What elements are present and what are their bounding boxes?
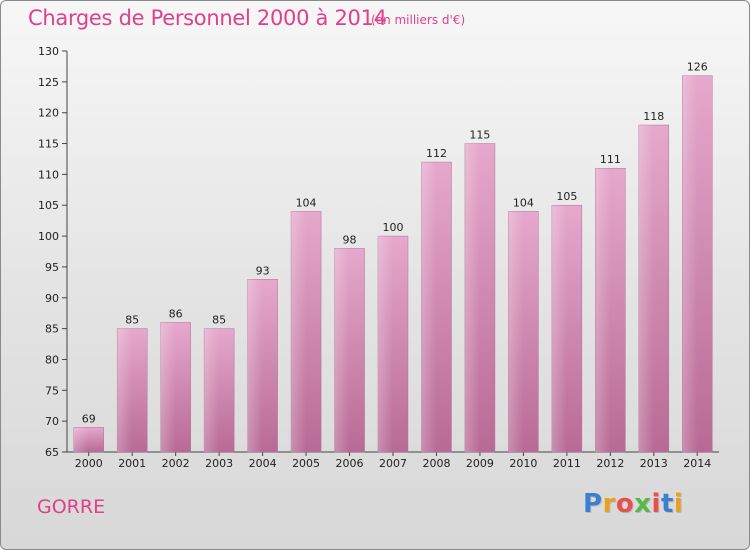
bar-highlight <box>247 279 263 452</box>
y-tick-label: 80 <box>45 353 59 366</box>
bar-highlight <box>638 125 654 453</box>
y-tick-label: 95 <box>45 261 59 274</box>
data-label: 86 <box>169 307 183 320</box>
y-tick-label: 65 <box>45 446 59 459</box>
data-label: 126 <box>687 61 708 74</box>
x-tick-label: 2013 <box>640 457 668 470</box>
x-tick-label: 2001 <box>118 457 146 470</box>
city-label: GORRE <box>37 496 106 518</box>
logo-letter: t <box>660 489 674 519</box>
logo-letter: P <box>583 489 603 519</box>
y-tick-label: 70 <box>45 415 59 428</box>
chart-title: Charges de Personnel 2000 à 2014 <box>28 6 387 30</box>
x-tick-label: 2002 <box>162 457 190 470</box>
bar-highlight <box>682 75 698 452</box>
bar-highlight <box>551 205 567 452</box>
x-tick-label: 2004 <box>249 457 277 470</box>
data-label: 112 <box>426 147 447 160</box>
bar-highlight <box>160 322 176 452</box>
data-label: 118 <box>643 110 664 123</box>
data-label: 85 <box>125 314 139 327</box>
chart-subtitle: (en milliers d'€) <box>371 13 466 27</box>
y-tick-label: 125 <box>38 76 59 89</box>
x-tick-label: 2005 <box>292 457 320 470</box>
bar-highlight <box>421 162 437 453</box>
bar-highlight <box>378 236 393 452</box>
y-axis: 65 70 75 80 85 90 95 100 105 110 115 120 125 130 <box>38 45 68 459</box>
data-label: 93 <box>256 264 270 277</box>
data-label: 98 <box>343 233 357 246</box>
data-label: 85 <box>212 314 226 327</box>
x-tick-label: 2011 <box>553 457 581 470</box>
logo-letter: r <box>602 489 616 519</box>
y-tick-label: 115 <box>38 138 59 151</box>
data-label: 105 <box>556 190 577 203</box>
x-tick-label: 2007 <box>379 457 407 470</box>
data-labels-group: 69 85 86 85 93 104 98 100 112 115 104 105 111 118 126 <box>82 61 708 426</box>
x-tick-label: 2012 <box>596 457 624 470</box>
x-tick-label: 2009 <box>466 457 494 470</box>
bar-highlight <box>73 427 89 452</box>
x-axis: 2000 2001 2002 2003 2004 2005 2006 2007 2008 2009… <box>67 451 719 470</box>
proxiti-logo[interactable]: Proxiti <box>583 489 683 519</box>
logo-letter: o <box>615 489 635 519</box>
bar-highlight <box>117 328 133 452</box>
bar-highlight <box>464 143 480 453</box>
data-label: 104 <box>513 196 534 209</box>
data-label: 104 <box>296 196 317 209</box>
y-tick-label: 100 <box>38 230 59 243</box>
bars-group <box>73 75 713 453</box>
bar-highlight <box>595 168 611 452</box>
x-tick-label: 2008 <box>422 457 450 470</box>
x-tick-label: 2006 <box>336 457 364 470</box>
y-tick-label: 90 <box>45 292 59 305</box>
logo-letter: x <box>634 489 652 519</box>
data-label: 111 <box>600 153 621 166</box>
logo-letter: i <box>651 489 661 519</box>
y-tick-label: 85 <box>45 323 59 336</box>
y-tick-label: 110 <box>38 168 59 181</box>
bar-highlight <box>204 328 220 452</box>
data-label: 115 <box>469 129 490 142</box>
x-tick-label: 2010 <box>509 457 537 470</box>
data-label: 69 <box>82 412 96 425</box>
y-tick-label: 75 <box>45 384 59 397</box>
x-tick-label: 2014 <box>683 457 711 470</box>
data-label: 100 <box>383 221 404 234</box>
logo-letter: i <box>673 489 684 519</box>
bar-highlight <box>291 211 307 452</box>
bar-highlight <box>508 211 524 452</box>
y-tick-label: 130 <box>38 45 59 58</box>
y-tick-label: 105 <box>38 199 59 212</box>
x-tick-label: 2003 <box>205 457 233 470</box>
x-tick-label: 2000 <box>75 457 103 470</box>
y-tick-label: 120 <box>38 107 59 120</box>
bar-highlight <box>334 248 350 452</box>
